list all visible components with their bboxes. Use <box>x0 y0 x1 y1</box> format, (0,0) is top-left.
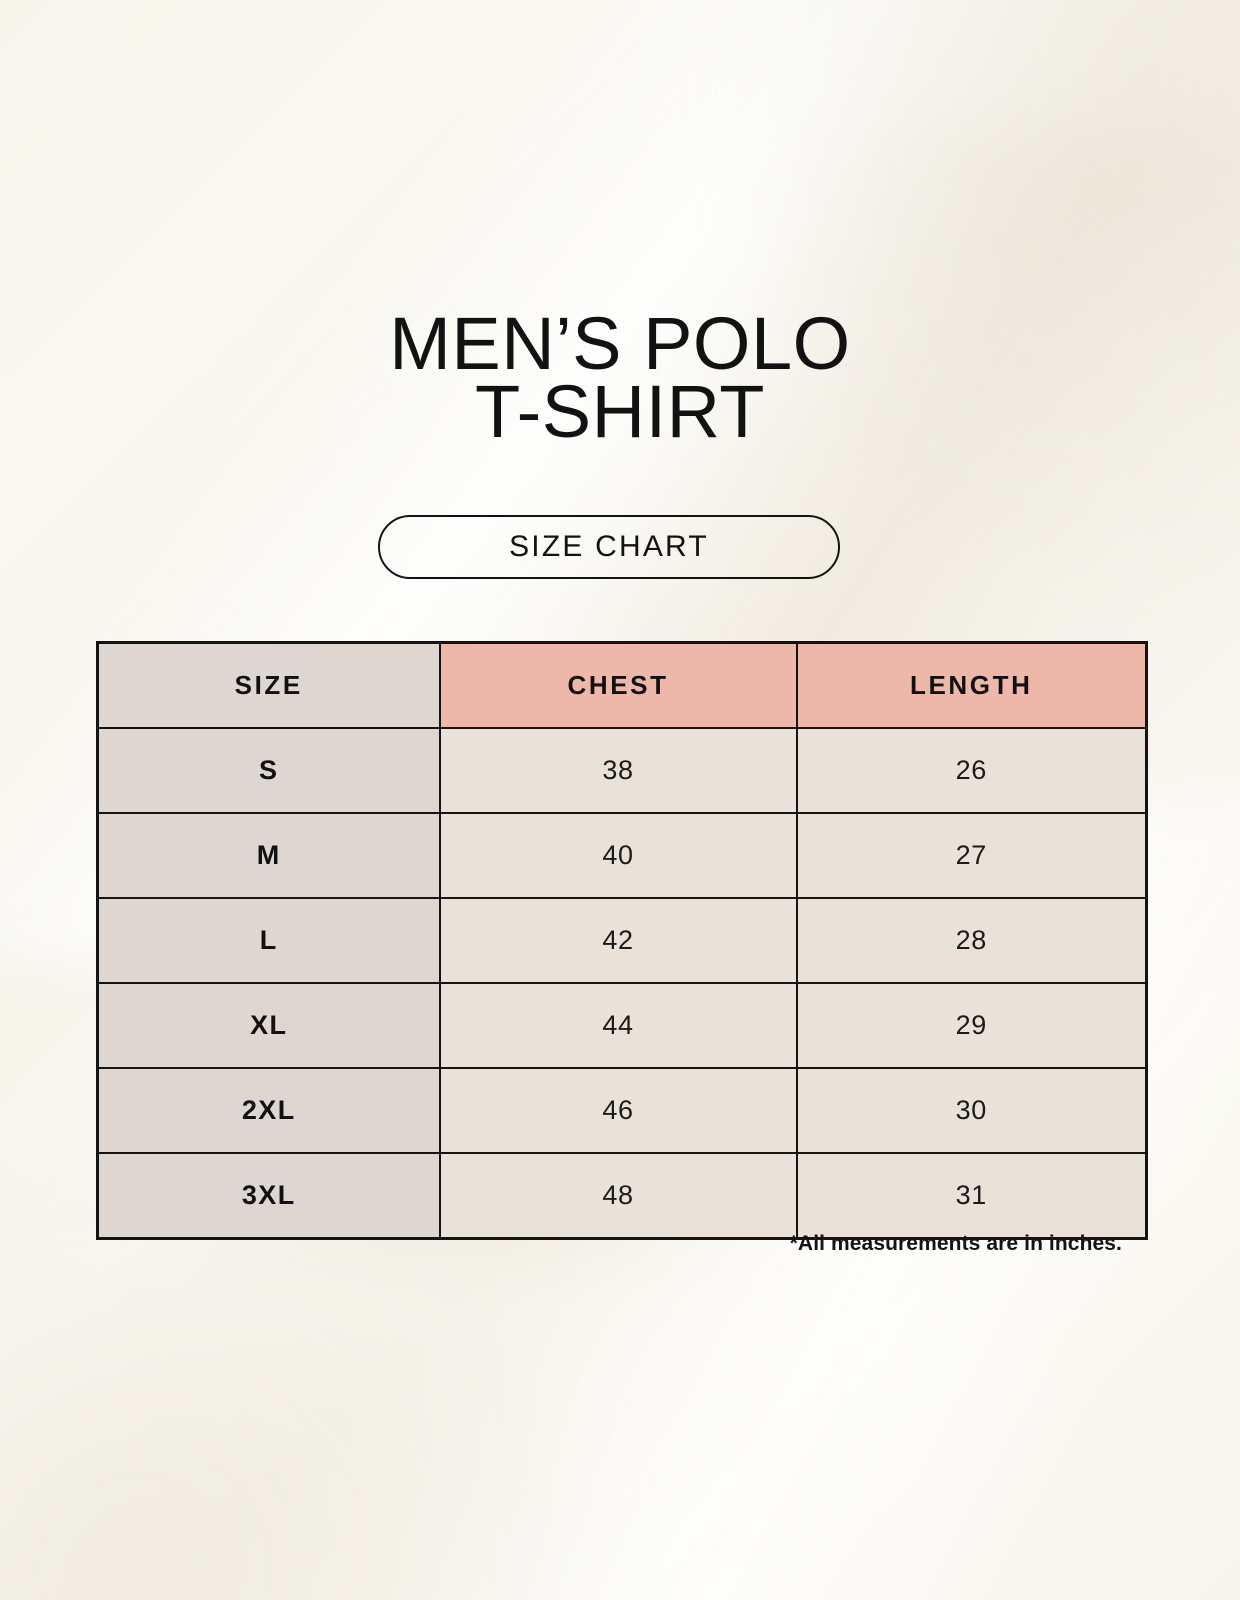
table-body: S 38 26 M 40 27 L 42 28 XL 44 29 2XL 46 <box>96 727 1148 1240</box>
table-header: SIZE CHEST LENGTH <box>96 641 1148 729</box>
table-row: XL 44 29 <box>96 982 1148 1069</box>
cell-chest: 46 <box>438 1067 798 1154</box>
page-title-line-1: MEN’S POLO <box>389 302 851 385</box>
page-title: MEN’S POLO T-SHIRT <box>0 302 1240 454</box>
cell-length: 28 <box>795 897 1148 984</box>
column-header-length: LENGTH <box>795 641 1148 729</box>
cell-chest: 42 <box>438 897 798 984</box>
table-row: L 42 28 <box>96 897 1148 984</box>
size-chart-badge: SIZE CHART <box>378 515 840 579</box>
page-title-line-2: T-SHIRT <box>475 370 765 454</box>
table-row: S 38 26 <box>96 727 1148 814</box>
column-header-size: SIZE <box>96 641 441 729</box>
cell-length: 30 <box>795 1067 1148 1154</box>
size-chart-badge-label: SIZE CHART <box>509 530 709 563</box>
cell-size: L <box>96 897 441 984</box>
cell-length: 27 <box>795 812 1148 899</box>
cell-length: 26 <box>795 727 1148 814</box>
table-row: 3XL 48 31 <box>96 1152 1148 1240</box>
cell-size: S <box>96 727 441 814</box>
cell-size: M <box>96 812 441 899</box>
table-header-row: SIZE CHEST LENGTH <box>96 641 1148 729</box>
measurements-footnote: *All measurements are in inches. <box>789 1232 1122 1255</box>
cell-size: XL <box>96 982 441 1069</box>
cell-chest: 38 <box>438 727 798 814</box>
size-chart-table: SIZE CHEST LENGTH S 38 26 M 40 27 L 42 2… <box>96 641 1148 1240</box>
cell-size: 2XL <box>96 1067 441 1154</box>
cell-chest: 48 <box>438 1152 798 1240</box>
background-shadow-top-right <box>706 0 1240 592</box>
cell-chest: 44 <box>438 982 798 1069</box>
table-row: 2XL 46 30 <box>96 1067 1148 1154</box>
cell-size: 3XL <box>96 1152 441 1240</box>
column-header-chest: CHEST <box>438 641 798 729</box>
cell-length: 31 <box>795 1152 1148 1240</box>
table-row: M 40 27 <box>96 812 1148 899</box>
cell-length: 29 <box>795 982 1148 1069</box>
cell-chest: 40 <box>438 812 798 899</box>
